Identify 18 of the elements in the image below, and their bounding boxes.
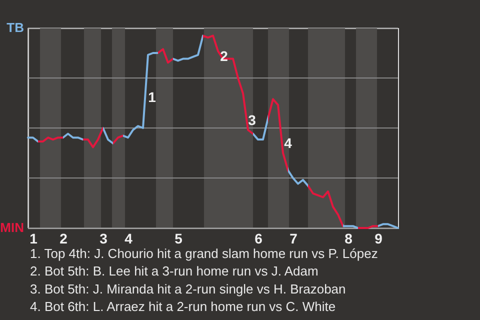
annotation: 1	[148, 89, 156, 105]
x-tick-label: 1	[30, 230, 38, 246]
x-tick-label: 6	[254, 230, 263, 246]
x-tick-label: 9	[374, 230, 383, 246]
x-tick-label: 4	[124, 230, 133, 246]
annotation: 3	[248, 112, 256, 128]
x-tick-label: 3	[100, 230, 108, 246]
x-tick-label: 5	[174, 230, 183, 246]
text: 1. Top 4th: J. Chourio hit a grand slam home run vs P. López	[30, 246, 378, 261]
text: TB	[6, 20, 24, 35]
text: 2. Bot 5th: B. Lee hit a 3-run home run vs J. Adam	[30, 264, 318, 279]
annotation: 4	[284, 135, 292, 151]
text: MIN	[0, 220, 24, 235]
text: 4. Bot 6th: L. Arraez hit a 2-run home run vs C. White	[30, 299, 336, 314]
x-tick-label: 8	[344, 230, 353, 246]
x-tick-label: 2	[60, 230, 68, 246]
x-tick-label: 7	[290, 230, 298, 246]
text: 3. Bot 5th: J. Miranda hit a 2-run single vs H. Brazoban	[30, 281, 346, 296]
